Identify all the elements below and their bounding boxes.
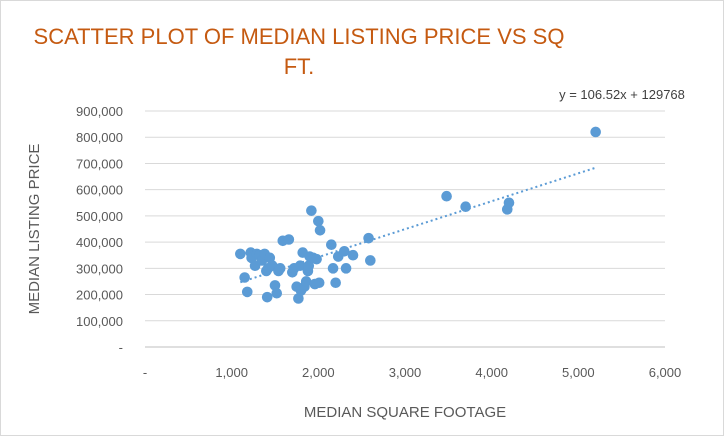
data-point bbox=[235, 248, 246, 260]
trendline-equation: y = 106.52x + 129768 bbox=[559, 87, 685, 102]
data-point bbox=[503, 197, 515, 209]
y-tick-label: - bbox=[119, 340, 123, 355]
x-tick-label: 6,000 bbox=[649, 365, 682, 380]
data-point bbox=[441, 190, 452, 202]
data-point bbox=[347, 249, 359, 261]
data-point bbox=[340, 263, 352, 274]
chart-title-line-2: FT. bbox=[284, 54, 315, 79]
y-tick-label: 900,000 bbox=[76, 104, 123, 119]
x-tick-label: 2,000 bbox=[302, 365, 335, 380]
x-axis-label: MEDIAN SQUARE FOOTAGE bbox=[304, 404, 506, 421]
y-axis-label: MEDIAN LISTING PRICE bbox=[26, 144, 43, 315]
data-point bbox=[261, 291, 273, 303]
y-tick-label: 600,000 bbox=[76, 183, 123, 198]
data-point bbox=[239, 272, 250, 283]
y-tick-label: 700,000 bbox=[76, 156, 123, 171]
data-point bbox=[314, 225, 326, 236]
data-point bbox=[330, 277, 341, 289]
data-point bbox=[590, 126, 601, 138]
data-point bbox=[294, 260, 306, 272]
data-point bbox=[241, 286, 253, 298]
data-point bbox=[460, 201, 471, 213]
data-point bbox=[363, 232, 374, 244]
y-tick-label: 400,000 bbox=[76, 235, 123, 250]
x-tick-label: - bbox=[143, 365, 147, 380]
y-tick-label: 800,000 bbox=[76, 130, 123, 145]
data-point bbox=[271, 287, 283, 299]
data-point bbox=[311, 253, 322, 265]
y-tick-label: 300,000 bbox=[76, 261, 123, 276]
gridlines bbox=[145, 110, 665, 348]
data-point bbox=[283, 234, 295, 245]
axis-ticks: - 100,000 200,000 300,000 400,000 500,000 600,… bbox=[76, 104, 681, 380]
data-point bbox=[274, 263, 286, 274]
data-point bbox=[339, 245, 350, 257]
chart-title-line-1: SCATTER PLOT OF MEDIAN LISTING PRICE VS … bbox=[34, 24, 565, 49]
data-point bbox=[327, 263, 339, 274]
x-tick-label: 1,000 bbox=[215, 365, 248, 380]
data-point bbox=[326, 239, 337, 251]
x-tick-label: 3,000 bbox=[389, 365, 422, 380]
data-point bbox=[300, 276, 312, 287]
data-points bbox=[235, 126, 601, 304]
data-point bbox=[303, 260, 315, 272]
data-point bbox=[313, 277, 325, 289]
x-tick-label: 5,000 bbox=[562, 365, 595, 380]
x-tick-label: 4,000 bbox=[475, 365, 508, 380]
data-point bbox=[306, 205, 317, 216]
trendline bbox=[240, 166, 596, 284]
y-tick-label: 200,000 bbox=[76, 288, 123, 303]
y-tick-label: 500,000 bbox=[76, 209, 123, 224]
data-point bbox=[365, 255, 376, 266]
y-tick-label: 100,000 bbox=[76, 314, 123, 329]
trendline-layer bbox=[240, 166, 596, 284]
data-point bbox=[313, 215, 324, 227]
